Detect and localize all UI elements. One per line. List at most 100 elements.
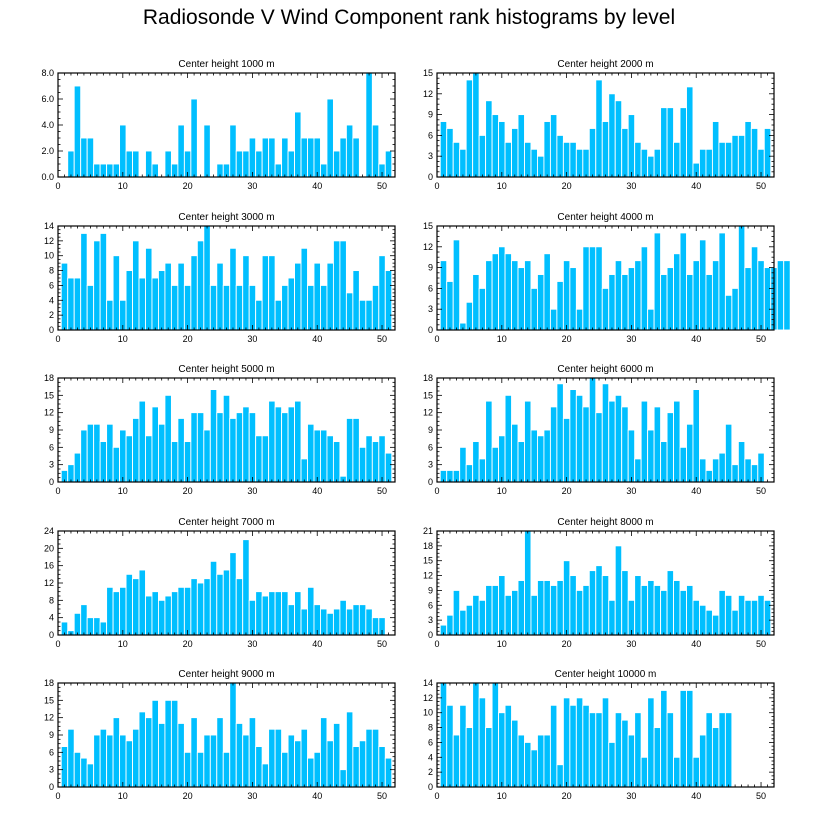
y-tick-label: 18 — [423, 541, 433, 551]
x-tick-label: 40 — [691, 181, 701, 191]
bar — [660, 689, 668, 788]
bar — [640, 148, 649, 178]
bar — [125, 435, 133, 483]
bar — [718, 589, 726, 636]
bar — [209, 560, 218, 636]
x-tick-label: 30 — [247, 334, 257, 344]
bar — [699, 734, 707, 788]
bar — [666, 267, 675, 331]
bar — [125, 150, 133, 178]
x-tick-label: 30 — [626, 486, 636, 496]
bar — [281, 412, 289, 483]
bar — [524, 141, 532, 178]
bar — [673, 756, 681, 788]
bar — [235, 150, 244, 178]
bar — [679, 107, 687, 178]
bar — [465, 604, 474, 636]
bar — [326, 740, 334, 788]
bar — [498, 712, 506, 788]
bar — [93, 734, 101, 788]
bar — [582, 148, 590, 178]
bar — [504, 394, 512, 483]
bar — [757, 594, 765, 636]
y-tick-label: 16 — [44, 561, 54, 571]
bar — [666, 712, 675, 788]
bar — [157, 599, 166, 636]
bar — [511, 128, 519, 178]
bar — [549, 704, 558, 788]
bar — [345, 124, 354, 178]
bar — [248, 412, 257, 483]
bar — [358, 446, 367, 483]
x-tick-label: 0 — [434, 334, 439, 344]
x-tick-label: 40 — [312, 181, 322, 191]
bar — [229, 417, 237, 483]
bar — [621, 274, 629, 331]
bar — [170, 441, 179, 483]
bar — [125, 573, 133, 636]
y-tick-label: 15 — [423, 556, 433, 566]
x-tick-label: 20 — [183, 486, 193, 496]
bar — [498, 575, 506, 636]
x-tick-label: 0 — [434, 791, 439, 801]
bar — [145, 247, 153, 331]
panel-2: Center height 2000 m 0 10 20 30 40 50 0 3 6 9 12 15 — [423, 59, 775, 191]
bar — [575, 394, 584, 483]
bar — [750, 599, 759, 636]
x-tick-label: 10 — [497, 486, 507, 496]
y-tick-label: 18 — [44, 373, 54, 383]
x-tick-label: 10 — [118, 181, 128, 191]
bar — [634, 575, 642, 636]
panel-9: Center height 9000 m 0 10 20 30 40 50 0 3 6 9 12 15 1… — [44, 669, 396, 801]
bar — [711, 260, 720, 331]
figure-title: Radiosonde V Wind Component rank histogr… — [142, 6, 676, 29]
bar — [666, 570, 675, 636]
bar — [242, 539, 250, 636]
bar — [750, 128, 759, 178]
panel-title: Center height 5000 m — [178, 364, 274, 375]
bar — [614, 260, 623, 331]
panel-6: Center height 6000 m 0 10 20 30 40 50 0 3 6 9 12 15 1… — [423, 364, 775, 496]
y-tick-label: 10 — [423, 708, 433, 718]
bar — [177, 262, 185, 331]
bar — [569, 575, 577, 636]
bar — [268, 137, 276, 178]
bar — [73, 751, 82, 788]
bar — [491, 114, 500, 178]
y-tick-label: 0 — [428, 477, 433, 487]
bar — [209, 734, 218, 788]
bar — [692, 599, 700, 636]
bar — [132, 240, 140, 331]
bar — [549, 308, 558, 331]
bar — [177, 417, 185, 483]
bar — [281, 751, 289, 788]
bar — [248, 717, 257, 788]
y-tick-label: 2.0 — [41, 146, 54, 156]
bar — [261, 763, 270, 788]
bar — [378, 746, 386, 788]
bar — [203, 124, 211, 178]
bar — [653, 148, 662, 178]
x-tick-label: 50 — [756, 486, 766, 496]
bar — [504, 704, 512, 788]
x-tick-label: 20 — [562, 334, 572, 344]
x-tick-label: 20 — [183, 334, 193, 344]
bar — [472, 441, 480, 483]
bar — [242, 255, 250, 331]
x-tick-label: 50 — [377, 181, 387, 191]
bar — [621, 719, 629, 788]
bar — [106, 299, 114, 331]
x-tick-label: 40 — [691, 639, 701, 649]
y-tick-label: 12 — [423, 408, 433, 418]
x-tick-label: 30 — [626, 181, 636, 191]
bar — [235, 722, 244, 788]
bar — [216, 573, 224, 636]
bar — [125, 270, 133, 331]
bar — [660, 441, 668, 483]
bar — [203, 429, 211, 483]
bar — [504, 141, 512, 178]
bar — [157, 423, 166, 483]
bar — [601, 575, 610, 636]
y-tick-label: 21 — [423, 526, 433, 536]
